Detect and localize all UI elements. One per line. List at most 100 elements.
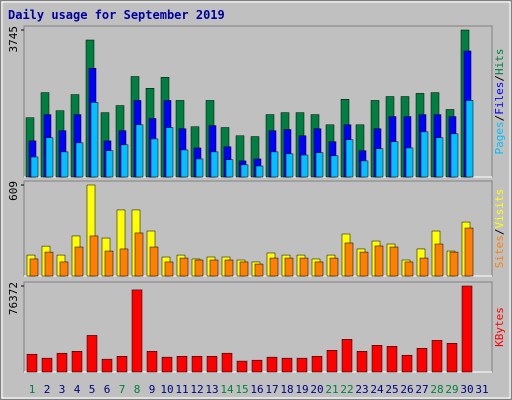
bar — [386, 346, 398, 373]
bar — [209, 259, 219, 277]
bar — [119, 248, 129, 277]
y-tick-label: 76372 — [7, 282, 20, 315]
bar — [45, 137, 54, 178]
legend-separator: / — [493, 115, 506, 122]
bar — [90, 102, 99, 178]
x-tick-label: 9 — [149, 383, 156, 396]
x-tick-label: 14 — [220, 383, 234, 396]
bar — [299, 257, 309, 277]
x-tick-label: 29 — [445, 383, 458, 396]
bar — [26, 353, 38, 373]
y-tick-label: 609 — [7, 181, 20, 201]
bar — [164, 261, 174, 277]
x-tick-label: 17 — [265, 383, 278, 396]
bar — [161, 356, 173, 373]
bar — [86, 335, 98, 373]
bar — [446, 343, 458, 373]
bar — [465, 100, 474, 178]
x-tick-label: 23 — [355, 383, 368, 396]
bar — [356, 351, 368, 373]
bar — [165, 127, 174, 178]
bar — [435, 137, 444, 178]
legend-entry: Files — [493, 82, 506, 115]
bar — [206, 355, 218, 373]
legend-separator: / — [493, 229, 506, 236]
bar — [75, 142, 84, 178]
bar — [236, 360, 248, 373]
x-tick-label: 8 — [134, 383, 141, 396]
bar — [285, 153, 294, 178]
bar — [404, 261, 414, 277]
bar — [116, 355, 128, 373]
legend-separator: / — [493, 75, 506, 82]
bar — [239, 261, 249, 277]
legend-entry: Sites — [493, 235, 506, 268]
bar — [300, 154, 309, 178]
bar — [326, 350, 338, 373]
bar — [431, 340, 443, 373]
x-tick-label: 31 — [475, 383, 488, 396]
bar — [59, 261, 69, 277]
legend: Pages/Files/Hits — [493, 49, 506, 155]
bar — [44, 251, 54, 277]
x-tick-label: 16 — [250, 383, 263, 396]
x-tick-label: 22 — [340, 383, 353, 396]
legend: Sites/Visits — [493, 189, 506, 269]
bar — [449, 251, 459, 277]
y-tick-label: 3745 — [7, 26, 20, 53]
x-tick-label: 6 — [104, 383, 111, 396]
bar — [359, 251, 369, 277]
x-tick-label: 25 — [385, 383, 398, 396]
x-tick-label: 27 — [415, 383, 428, 396]
x-tick-label: 2 — [44, 383, 51, 396]
bar — [345, 139, 354, 178]
bar — [281, 357, 293, 373]
bar — [101, 358, 113, 373]
bar — [315, 152, 324, 178]
bar — [149, 246, 159, 277]
bar — [56, 352, 68, 373]
bar — [416, 347, 428, 373]
bar — [179, 257, 189, 277]
bar — [221, 352, 233, 373]
bar — [344, 242, 354, 277]
x-tick-label: 3 — [59, 383, 66, 396]
bar — [450, 133, 459, 178]
bar — [105, 150, 114, 178]
bar — [180, 149, 189, 178]
x-tick-label: 18 — [280, 383, 293, 396]
bar — [419, 257, 429, 277]
bar — [360, 160, 369, 178]
x-tick-label: 24 — [370, 383, 384, 396]
x-tick-label: 7 — [119, 383, 126, 396]
x-tick-label: 10 — [160, 383, 173, 396]
x-tick-label: 5 — [89, 383, 96, 396]
bar — [240, 164, 249, 178]
legend: KBytes — [493, 307, 506, 347]
bar — [461, 285, 473, 373]
x-tick-label: 12 — [190, 383, 203, 396]
bar — [195, 158, 204, 178]
legend-entry: KBytes — [493, 307, 506, 347]
x-tick-label: 11 — [175, 383, 188, 396]
x-tick-label: 1 — [29, 383, 36, 396]
bar — [434, 243, 444, 277]
bar — [194, 259, 204, 277]
x-tick-label: 30 — [460, 383, 473, 396]
bar — [266, 356, 278, 373]
x-tick-label: 4 — [74, 383, 81, 396]
x-tick-label: 21 — [325, 383, 338, 396]
bar — [371, 345, 383, 373]
bar — [284, 257, 294, 277]
legend-entry: Visits — [493, 189, 506, 229]
bar — [375, 148, 384, 178]
bar — [210, 151, 219, 178]
bar — [311, 355, 323, 373]
bar — [71, 351, 83, 373]
x-tick-label: 26 — [400, 383, 413, 396]
legend-entry: Pages — [493, 121, 506, 154]
x-tick-label: 20 — [310, 383, 323, 396]
bar — [176, 355, 188, 373]
x-tick-label: 15 — [235, 383, 248, 396]
bar — [390, 141, 399, 178]
